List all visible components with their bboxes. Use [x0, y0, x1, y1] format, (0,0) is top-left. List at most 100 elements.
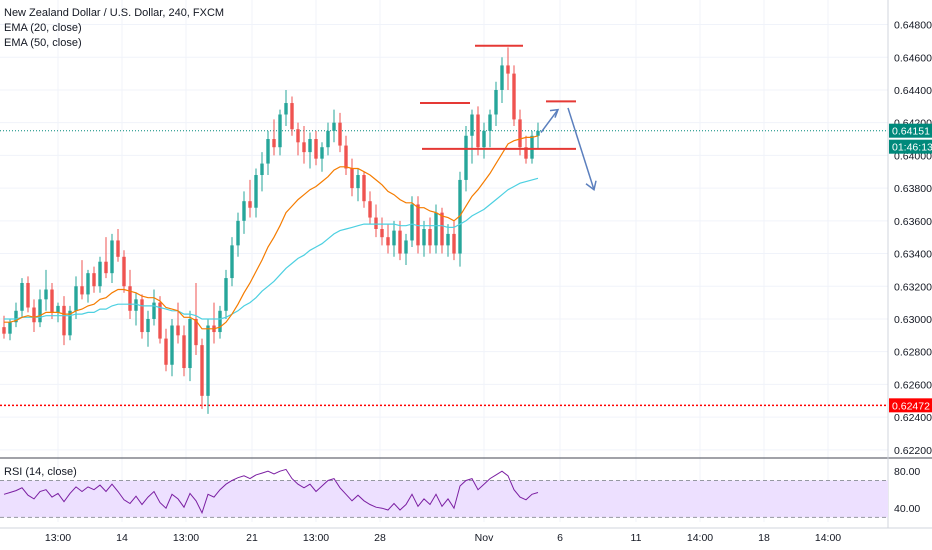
candle-body[interactable] [44, 289, 48, 300]
candle-body[interactable] [272, 139, 276, 148]
candle-body[interactable] [26, 282, 30, 308]
candle-body[interactable] [164, 338, 168, 365]
candle-body[interactable] [254, 175, 258, 208]
candle-body[interactable] [176, 325, 180, 336]
candle-body[interactable] [98, 261, 102, 287]
candle-body[interactable] [290, 103, 294, 130]
candle-body[interactable] [362, 175, 366, 202]
candle-body[interactable] [494, 89, 498, 115]
candle-body[interactable] [446, 233, 450, 246]
candle-body[interactable] [464, 135, 468, 180]
candle-body[interactable] [512, 73, 516, 120]
candle-body[interactable] [128, 286, 132, 311]
candle-body[interactable] [326, 130, 330, 148]
candle-body[interactable] [350, 168, 354, 189]
candle-body[interactable] [242, 201, 246, 221]
candle-body[interactable] [308, 139, 312, 153]
candle-body[interactable] [158, 302, 162, 339]
candle-body[interactable] [68, 310, 72, 336]
candle-body[interactable] [524, 147, 528, 159]
candle-body[interactable] [302, 142, 306, 153]
candle-body[interactable] [506, 65, 510, 74]
candle-body[interactable] [56, 305, 60, 313]
candle-body[interactable] [260, 163, 264, 176]
candle-body[interactable] [458, 179, 462, 254]
candle-body[interactable] [2, 327, 6, 334]
candle-body[interactable] [404, 240, 408, 254]
candle-body[interactable] [320, 147, 324, 159]
candle-body[interactable] [140, 299, 144, 333]
candle-body[interactable] [482, 130, 486, 148]
up-arrow-head [549, 108, 560, 118]
candle-body[interactable] [206, 325, 210, 396]
price-tick-label: 0.62200 [894, 445, 932, 457]
candle-body[interactable] [374, 217, 378, 229]
candle-body[interactable] [32, 307, 36, 323]
candle-body[interactable] [440, 212, 444, 246]
candle-body[interactable] [428, 229, 432, 246]
candle-body[interactable] [386, 237, 390, 246]
candle-body[interactable] [224, 278, 228, 311]
candle-body[interactable] [434, 212, 438, 246]
candle-body[interactable] [518, 119, 522, 148]
candle-body[interactable] [200, 345, 204, 396]
candle-body[interactable] [182, 335, 186, 369]
candle-body[interactable] [230, 245, 234, 279]
candle-body[interactable] [248, 201, 252, 208]
current-price-badge: 0.64151 [892, 126, 930, 138]
candle-body[interactable] [380, 229, 384, 238]
candle-body[interactable] [284, 103, 288, 115]
candle-body[interactable] [50, 289, 54, 313]
candle-body[interactable] [62, 305, 66, 336]
candle-body[interactable] [338, 122, 342, 146]
candle-body[interactable] [278, 114, 282, 148]
candle-body[interactable] [14, 310, 18, 323]
candle-body[interactable] [122, 256, 126, 287]
candle-body[interactable] [410, 204, 414, 241]
candle-body[interactable] [476, 114, 480, 148]
candle-body[interactable] [86, 273, 90, 295]
up-arrow-shaft[interactable] [540, 109, 559, 133]
candle-body[interactable] [152, 302, 156, 319]
candle-body[interactable] [80, 286, 84, 295]
candle-body[interactable] [92, 273, 96, 287]
candle-body[interactable] [344, 145, 348, 169]
candle-body[interactable] [416, 204, 420, 246]
candle-body[interactable] [488, 114, 492, 131]
candle-body[interactable] [110, 240, 114, 274]
candle-body[interactable] [74, 286, 78, 311]
candle-body[interactable] [536, 130, 540, 136]
candle-body[interactable] [20, 282, 24, 311]
candle-body[interactable] [134, 299, 138, 311]
candle-body[interactable] [332, 122, 336, 131]
candle-body[interactable] [398, 230, 402, 254]
candle-body[interactable] [500, 65, 504, 90]
ema50-line [4, 177, 539, 320]
rsi-tick-label: 40.00 [894, 503, 920, 515]
candle-body[interactable] [422, 229, 426, 246]
candle-body[interactable] [392, 230, 396, 246]
candle-body[interactable] [266, 139, 270, 164]
candle-body[interactable] [470, 114, 474, 136]
candle-body[interactable] [116, 240, 120, 257]
candle-body[interactable] [356, 175, 360, 189]
candle-body[interactable] [104, 261, 108, 274]
candle-body[interactable] [194, 318, 198, 346]
candle-body[interactable] [368, 201, 372, 218]
candle-body[interactable] [8, 322, 12, 334]
candle-body[interactable] [218, 310, 222, 333]
candle-body[interactable] [188, 318, 192, 369]
candle-body[interactable] [296, 129, 300, 143]
time-tick-label: 14 [116, 532, 128, 544]
candle-body[interactable] [314, 139, 318, 159]
down-arrow-shaft[interactable] [567, 107, 595, 190]
candle-body[interactable] [530, 135, 534, 159]
candle-body[interactable] [452, 233, 456, 254]
price-tick-label: 0.64800 [894, 20, 932, 32]
candle-body[interactable] [236, 220, 240, 246]
candle-body[interactable] [170, 325, 174, 365]
candle-body[interactable] [146, 318, 150, 333]
candle-body[interactable] [38, 299, 42, 323]
